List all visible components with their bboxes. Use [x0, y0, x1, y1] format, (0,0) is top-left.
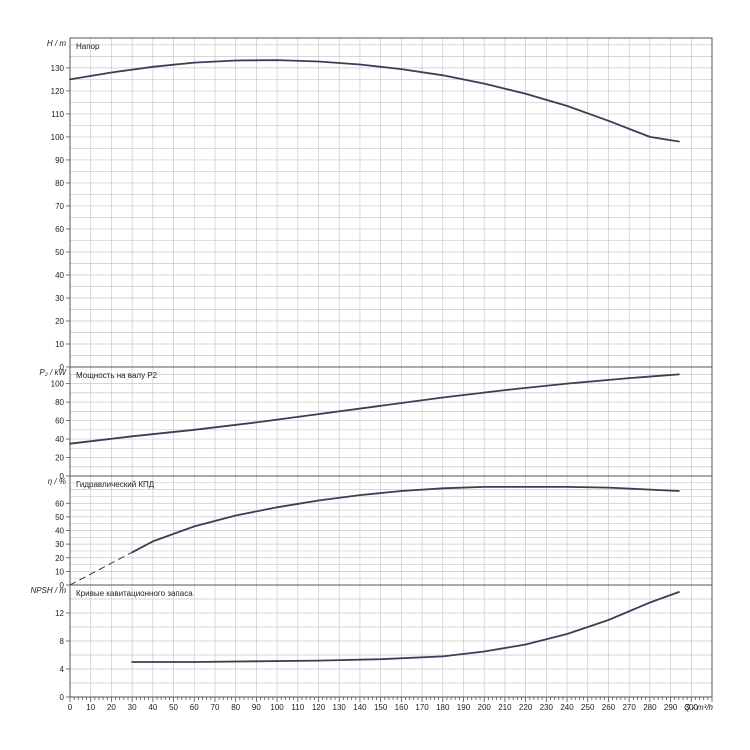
head-ytick-label: 10: [55, 340, 64, 349]
head-ytick-label: 80: [55, 179, 64, 188]
x-tick-label: 270: [622, 703, 636, 712]
x-tick-label: 230: [540, 703, 554, 712]
x-tick-label: 190: [457, 703, 471, 712]
head-ytick-label: 130: [51, 64, 65, 73]
power-ytick-label: 100: [51, 380, 65, 389]
npsh-ytick-label: 12: [55, 609, 64, 618]
power-title: Мощность на валу P2: [76, 371, 158, 380]
power-ytick-label: 40: [55, 435, 64, 444]
x-tick-label: 100: [270, 703, 284, 712]
head-title: Напор: [76, 42, 100, 51]
x-tick-label: 0: [68, 703, 73, 712]
x-tick-label: 130: [333, 703, 347, 712]
npsh-ytick-label: 0: [60, 693, 65, 702]
x-tick-label: 300: [685, 703, 699, 712]
x-tick-label: 250: [581, 703, 595, 712]
efficiency-curve-1: [131, 486, 680, 554]
efficiency-ylabel: η / %: [48, 477, 66, 486]
efficiency-ytick-label: 20: [55, 554, 64, 563]
head-ytick-label: 70: [55, 202, 64, 211]
npsh-title: Кривые кавитационного запаса: [76, 589, 193, 598]
efficiency-title: Гидравлический КПД: [76, 480, 155, 489]
x-tick-label: 140: [353, 703, 367, 712]
power-curve-0: [69, 373, 680, 445]
x-tick-label: 50: [169, 703, 178, 712]
x-tick-label: 150: [374, 703, 388, 712]
head-ylabel: H / m: [47, 39, 66, 48]
npsh-curve-0: [131, 591, 680, 663]
head-frame: [69, 37, 713, 368]
head-ytick-label: 0: [60, 363, 65, 372]
efficiency-ytick-label: 60: [55, 499, 64, 508]
x-tick-label: 90: [252, 703, 261, 712]
power-ylabel: P₂ / kW: [39, 368, 67, 377]
x-tick-label: 160: [395, 703, 409, 712]
head-ytick-label: 30: [55, 294, 64, 303]
x-tick-label: 30: [128, 703, 137, 712]
power-ytick-label: 0: [60, 472, 65, 481]
x-tick-label: 180: [436, 703, 450, 712]
efficiency-curve-0: [69, 551, 133, 586]
head-curve-0: [69, 59, 680, 143]
x-tick-label: 290: [664, 703, 678, 712]
efficiency-ytick-label: 0: [60, 581, 65, 590]
x-tick-label: 10: [86, 703, 95, 712]
npsh-ylabel: NPSH / m: [30, 586, 66, 595]
efficiency-ytick-label: 30: [55, 540, 64, 549]
head-ytick-label: 120: [51, 87, 65, 96]
head-ytick-label: 90: [55, 156, 64, 165]
efficiency-ytick-label: 10: [55, 567, 64, 576]
power-ytick-label: 20: [55, 454, 64, 463]
head-ytick-label: 110: [51, 110, 64, 119]
npsh-ytick-label: 4: [60, 665, 65, 674]
power-ytick-label: 60: [55, 417, 64, 426]
efficiency-ytick-label: 40: [55, 527, 64, 536]
head-ytick-label: 20: [55, 317, 64, 326]
head-ytick-label: 60: [55, 225, 64, 234]
x-tick-label: 220: [519, 703, 533, 712]
x-tick-label: 20: [107, 703, 116, 712]
x-tick-label: 210: [498, 703, 512, 712]
x-tick-label: 260: [602, 703, 616, 712]
efficiency-ytick-label: 50: [55, 513, 64, 522]
x-tick-label: 170: [415, 703, 429, 712]
x-tick-label: 60: [190, 703, 199, 712]
x-tick-label: 80: [231, 703, 240, 712]
x-tick-label: 110: [291, 703, 304, 712]
head-ytick-label: 40: [55, 271, 64, 280]
head-ytick-label: 50: [55, 248, 64, 257]
x-tick-label: 280: [643, 703, 657, 712]
x-tick-label: 120: [312, 703, 326, 712]
x-tick-label: 70: [211, 703, 220, 712]
npsh-ytick-label: 8: [60, 637, 65, 646]
x-tick-label: 240: [560, 703, 574, 712]
x-tick-label: 200: [478, 703, 492, 712]
head-ytick-label: 100: [51, 133, 65, 142]
power-ytick-label: 80: [55, 398, 64, 407]
x-tick-label: 40: [148, 703, 157, 712]
x-axis-label: Q / m³/h: [684, 703, 713, 712]
